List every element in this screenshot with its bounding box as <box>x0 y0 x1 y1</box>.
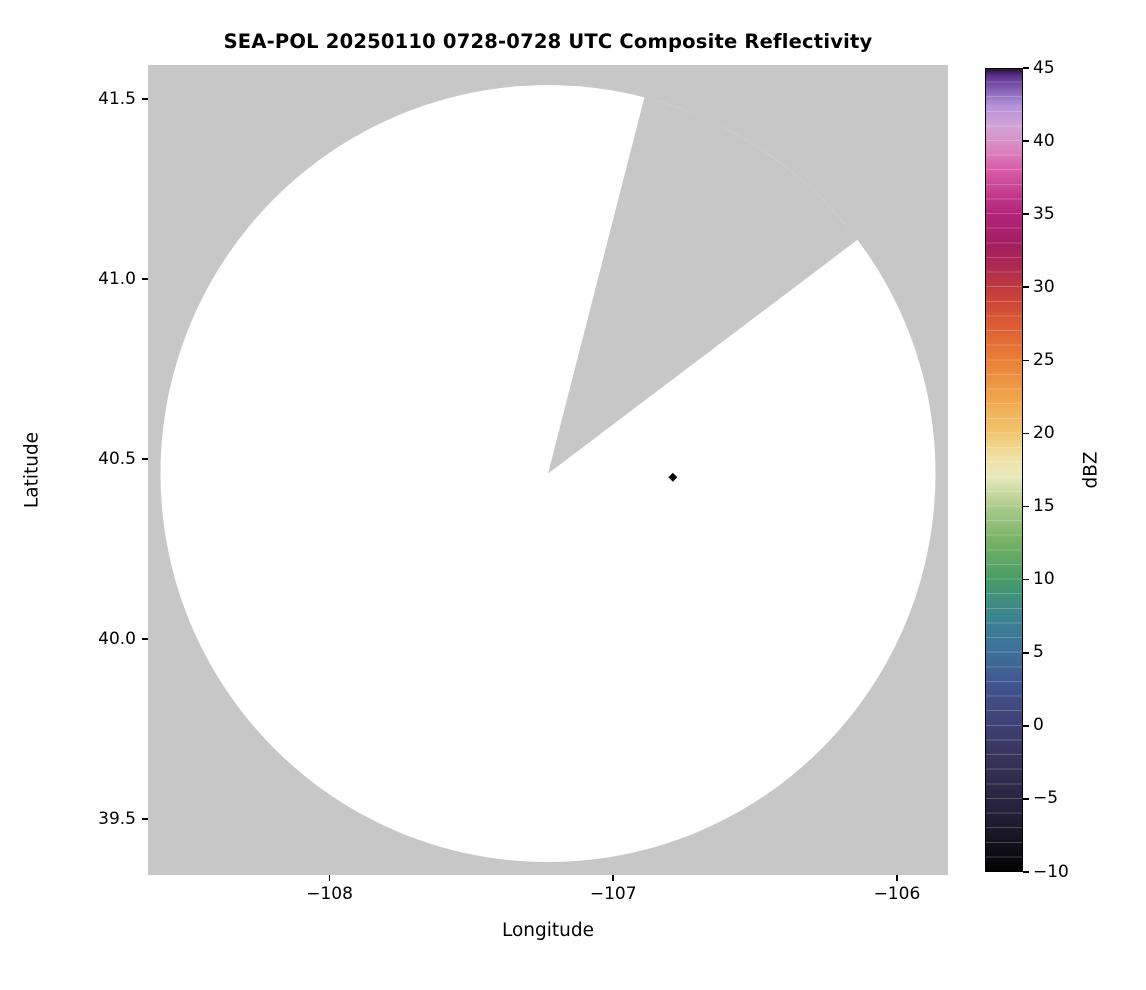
colorbar-tick-mark <box>1023 505 1029 508</box>
y-tick-mark <box>142 638 148 640</box>
colorbar-tick-mark <box>1023 798 1029 800</box>
y-tick-mark <box>142 458 148 460</box>
colorbar-tick-mark <box>1023 213 1029 215</box>
y-tick-mark <box>142 278 148 280</box>
colorbar-tick-mark <box>1023 871 1029 873</box>
missing-data-sector <box>548 97 858 474</box>
x-tick-label: −108 <box>306 884 353 904</box>
colorbar-tick-label: 0 <box>1033 715 1044 736</box>
colorbar-tick-mark <box>1023 359 1029 362</box>
colorbar-tick-mark <box>1023 67 1029 69</box>
y-tick-label: 40.0 <box>98 628 136 649</box>
x-axis-label: Longitude <box>501 920 594 941</box>
colorbar <box>985 68 1023 872</box>
y-tick-mark <box>142 818 148 820</box>
x-tick-mark <box>612 875 615 881</box>
chart-title: SEA-POL 20250110 0728-0728 UTC Composite… <box>223 30 873 53</box>
x-tick-mark <box>328 875 331 881</box>
colorbar-tick-label: 25 <box>1033 349 1055 370</box>
x-tick-label: −106 <box>873 884 921 904</box>
colorbar-label: dBZ <box>1080 451 1102 489</box>
colorbar-tick-mark <box>1023 651 1029 654</box>
colorbar-tick-mark <box>1023 725 1029 727</box>
colorbar-tick-label: 35 <box>1033 203 1055 224</box>
colorbar-tick-label: 15 <box>1033 496 1055 517</box>
data-point-marker <box>668 472 678 482</box>
colorbar-tick-label: 10 <box>1033 569 1055 590</box>
y-tick-label: 39.5 <box>98 808 136 829</box>
y-tick-label: 41.5 <box>98 88 136 109</box>
x-tick-mark <box>896 875 898 881</box>
x-tick-label: −107 <box>589 884 637 904</box>
y-tick-label: 40.5 <box>98 448 136 469</box>
y-tick-mark <box>142 98 148 100</box>
colorbar-tick-mark <box>1023 432 1029 435</box>
colorbar-tick-label: −10 <box>1033 861 1069 882</box>
colorbar-band-lines <box>986 69 1022 871</box>
colorbar-tick-mark <box>1023 286 1029 289</box>
colorbar-tick-mark <box>1023 578 1029 581</box>
colorbar-tick-label: 30 <box>1033 276 1055 297</box>
colorbar-tick-label: 45 <box>1033 57 1055 78</box>
colorbar-tick-label: 40 <box>1033 130 1055 151</box>
plot-area <box>148 65 948 875</box>
colorbar-tick-label: 20 <box>1033 422 1055 443</box>
colorbar-tick-label: 5 <box>1033 642 1044 663</box>
colorbar-gradient <box>986 69 1022 871</box>
radar-map-svg <box>148 65 948 875</box>
colorbar-tick-mark <box>1023 140 1029 142</box>
y-axis-label: Latitude <box>21 431 43 509</box>
colorbar-tick-label: −5 <box>1033 788 1059 809</box>
y-tick-label: 41.0 <box>98 268 136 289</box>
